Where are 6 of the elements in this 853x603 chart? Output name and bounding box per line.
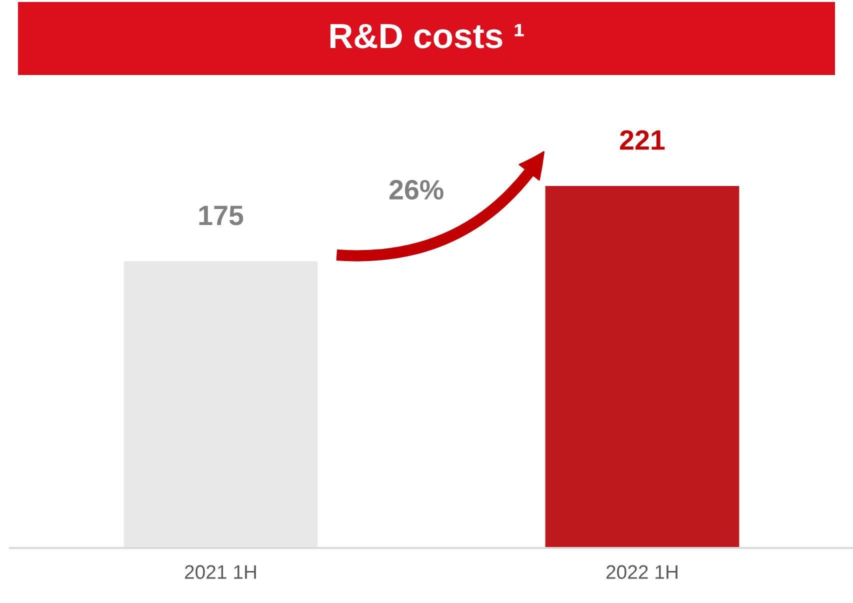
x-tick-label: 2022 1H <box>606 565 678 579</box>
chart-title: R&D costs ¹ <box>330 24 524 48</box>
data-label: 221 <box>620 130 665 150</box>
annotation: 26% <box>389 180 444 200</box>
x-tick-label: 2021 1H <box>184 565 256 579</box>
data-label: 175 <box>199 206 244 226</box>
